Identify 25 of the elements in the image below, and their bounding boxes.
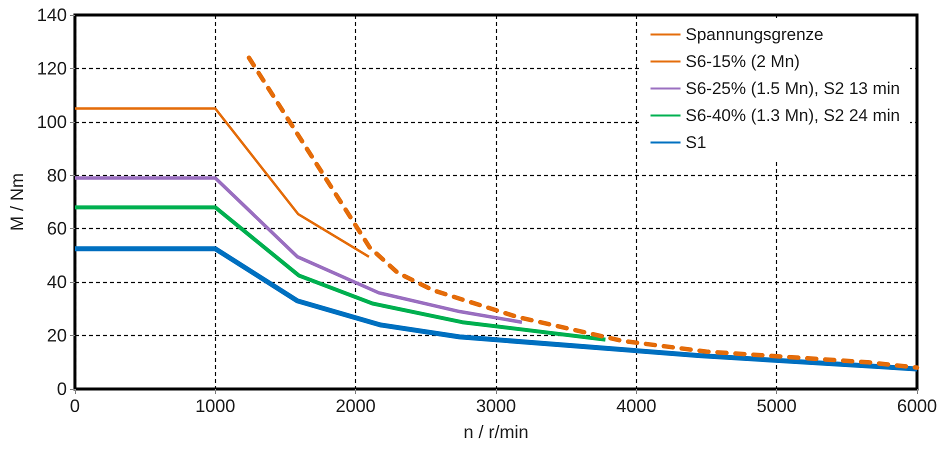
y-tick-label: 100 [36, 112, 67, 132]
y-tick-label: 0 [56, 379, 67, 399]
y-tick-label: 20 [46, 326, 67, 346]
y-axis-title: M / Nm [7, 173, 27, 231]
line-series [73, 176, 524, 324]
x-tick-label: 6000 [896, 396, 938, 416]
x-axis-title: n / r/min [463, 422, 528, 442]
x-tick-label: 1000 [195, 396, 236, 416]
x-tick-label: 3000 [476, 396, 516, 416]
legend-label: S6-40% (1.3 Mn), S2 24 min [686, 106, 900, 125]
legend-label: S6-25% (1.5 Mn), S2 13 min [686, 79, 900, 98]
line-series [246, 55, 920, 370]
x-tick-label: 0 [70, 396, 80, 416]
x-tick-label: 4000 [616, 396, 656, 416]
y-tick-label: 40 [46, 272, 67, 292]
line-series [72, 205, 608, 342]
y-tick-label: 120 [36, 58, 67, 78]
x-tick-label: 5000 [756, 396, 797, 416]
legend-label: S1 [686, 133, 706, 152]
y-tick-label: 80 [46, 165, 67, 186]
y-tick-label: 60 [46, 218, 67, 239]
y-tick-label: 140 [36, 5, 67, 25]
legend-label: S6-15% (2 Mn) [686, 52, 800, 71]
x-tick-label: 2000 [336, 396, 376, 416]
legend-label: Spannungsgrenze [686, 25, 824, 44]
